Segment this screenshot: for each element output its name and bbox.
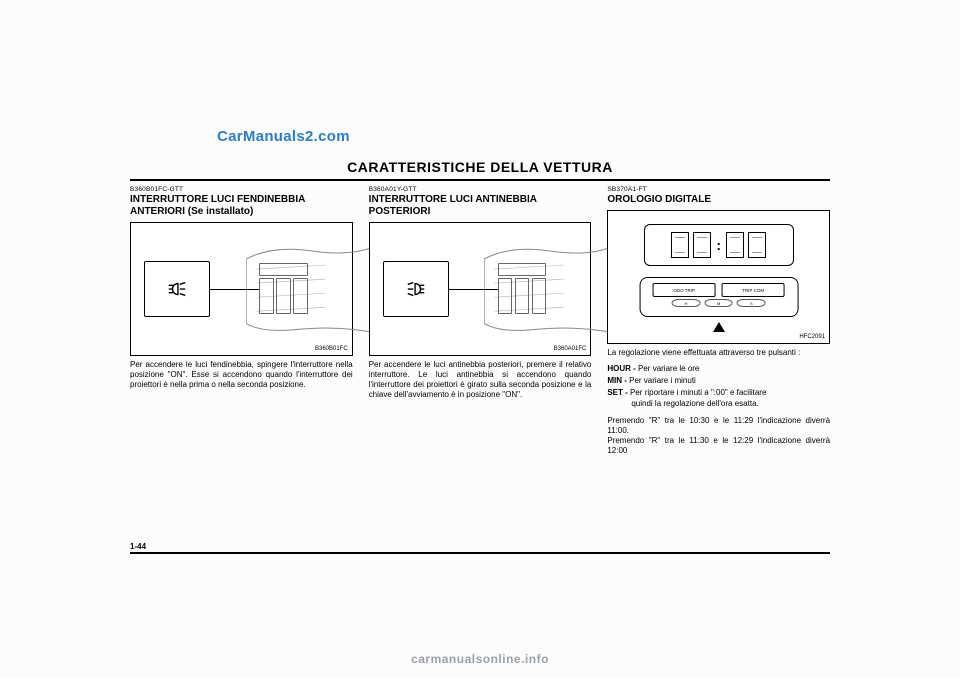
- col-clock: SB370A1-FT OROLOGIO DIGITALE : ODO TRIP: [607, 186, 830, 456]
- seven-segment-digit: [748, 232, 766, 258]
- def-hour: Per variare le ore: [638, 364, 699, 373]
- def-set: Per riportare i minuti a ":00" e facilit…: [630, 388, 766, 397]
- heading: OROLOGIO DIGITALE: [607, 194, 830, 206]
- cluster-sub-button: M: [704, 299, 733, 307]
- switch-panel: [383, 261, 449, 316]
- body-text-2: Premendo "R" tra le 10:30 e le 11:29 l'i…: [607, 416, 830, 456]
- fog-rear-icon: [405, 278, 427, 300]
- definition-list: HOUR - Per variare le ore MIN - Per vari…: [607, 364, 830, 410]
- heading: INTERRUTTORE LUCI ANTINEBBIA POSTERIORI: [369, 194, 592, 218]
- def-min: Per variare i minuti: [629, 376, 696, 385]
- term-set: SET -: [607, 388, 630, 397]
- intro-text: La regolazione viene effettuata attraver…: [607, 348, 830, 358]
- figure-clock: : ODO TRIP TRIP COM H M S: [607, 210, 830, 344]
- code: B360A01Y-GTT: [369, 186, 592, 193]
- seven-segment-digit: [671, 232, 689, 258]
- page-rule: [130, 552, 830, 554]
- title-rule: [130, 179, 830, 181]
- seven-segment-digit: [693, 232, 711, 258]
- code: SB370A1-FT: [607, 186, 830, 193]
- body-text: Per accendere le luci antinebbia posteri…: [369, 360, 592, 400]
- seven-segment-digit: [726, 232, 744, 258]
- top-link[interactable]: CarManuals2.com: [217, 128, 350, 145]
- footer-watermark: carmanualsonline.info: [0, 652, 960, 666]
- page-viewport: CarManuals2.com CARATTERISTICHE DELLA VE…: [0, 0, 960, 678]
- cluster-button-left: ODO TRIP: [653, 283, 716, 297]
- page-title: CARATTERISTICHE DELLA VETTURA: [0, 159, 960, 175]
- def-set-cont: quindi la regolazione dell'ora esatta.: [607, 399, 830, 410]
- colon-icon: :: [715, 238, 722, 252]
- figure-caption: HFC2091: [799, 334, 825, 340]
- center-stack-icon: [259, 263, 308, 316]
- callout-line: [449, 289, 498, 290]
- page-number: 1-44: [130, 542, 146, 551]
- code: B360B01FC-GTT: [130, 186, 353, 193]
- figure-fog-rear: B360A01FC: [369, 222, 592, 356]
- col-fog-rear: B360A01Y-GTT INTERRUTTORE LUCI ANTINEBBI…: [369, 186, 592, 456]
- instrument-cluster-icon: ODO TRIP TRIP COM H M S: [639, 277, 798, 317]
- heading: INTERRUTTORE LUCI FENDINEBBIA ANTERIORI …: [130, 194, 353, 218]
- term-hour: HOUR -: [607, 364, 638, 373]
- fog-front-icon: [166, 278, 188, 300]
- figure-fog-front: B360B01FC: [130, 222, 353, 356]
- col-fog-front: B360B01FC-GTT INTERRUTTORE LUCI FENDINEB…: [130, 186, 353, 456]
- term-min: MIN -: [607, 376, 629, 385]
- callout-line: [210, 289, 259, 290]
- figure-caption: B360A01FC: [554, 346, 587, 352]
- clock-display-icon: :: [644, 224, 794, 266]
- arrow-up-icon: [713, 322, 725, 332]
- figure-caption: B360B01FC: [315, 346, 348, 352]
- center-stack-icon: [498, 263, 547, 316]
- switch-panel: [144, 261, 210, 316]
- cluster-sub-button: S: [737, 299, 766, 307]
- body-text: Per accendere le luci fendinebbia, sping…: [130, 360, 353, 390]
- cluster-sub-button: H: [672, 299, 701, 307]
- columns: B360B01FC-GTT INTERRUTTORE LUCI FENDINEB…: [130, 186, 830, 456]
- cluster-button-right: TRIP COM: [722, 283, 785, 297]
